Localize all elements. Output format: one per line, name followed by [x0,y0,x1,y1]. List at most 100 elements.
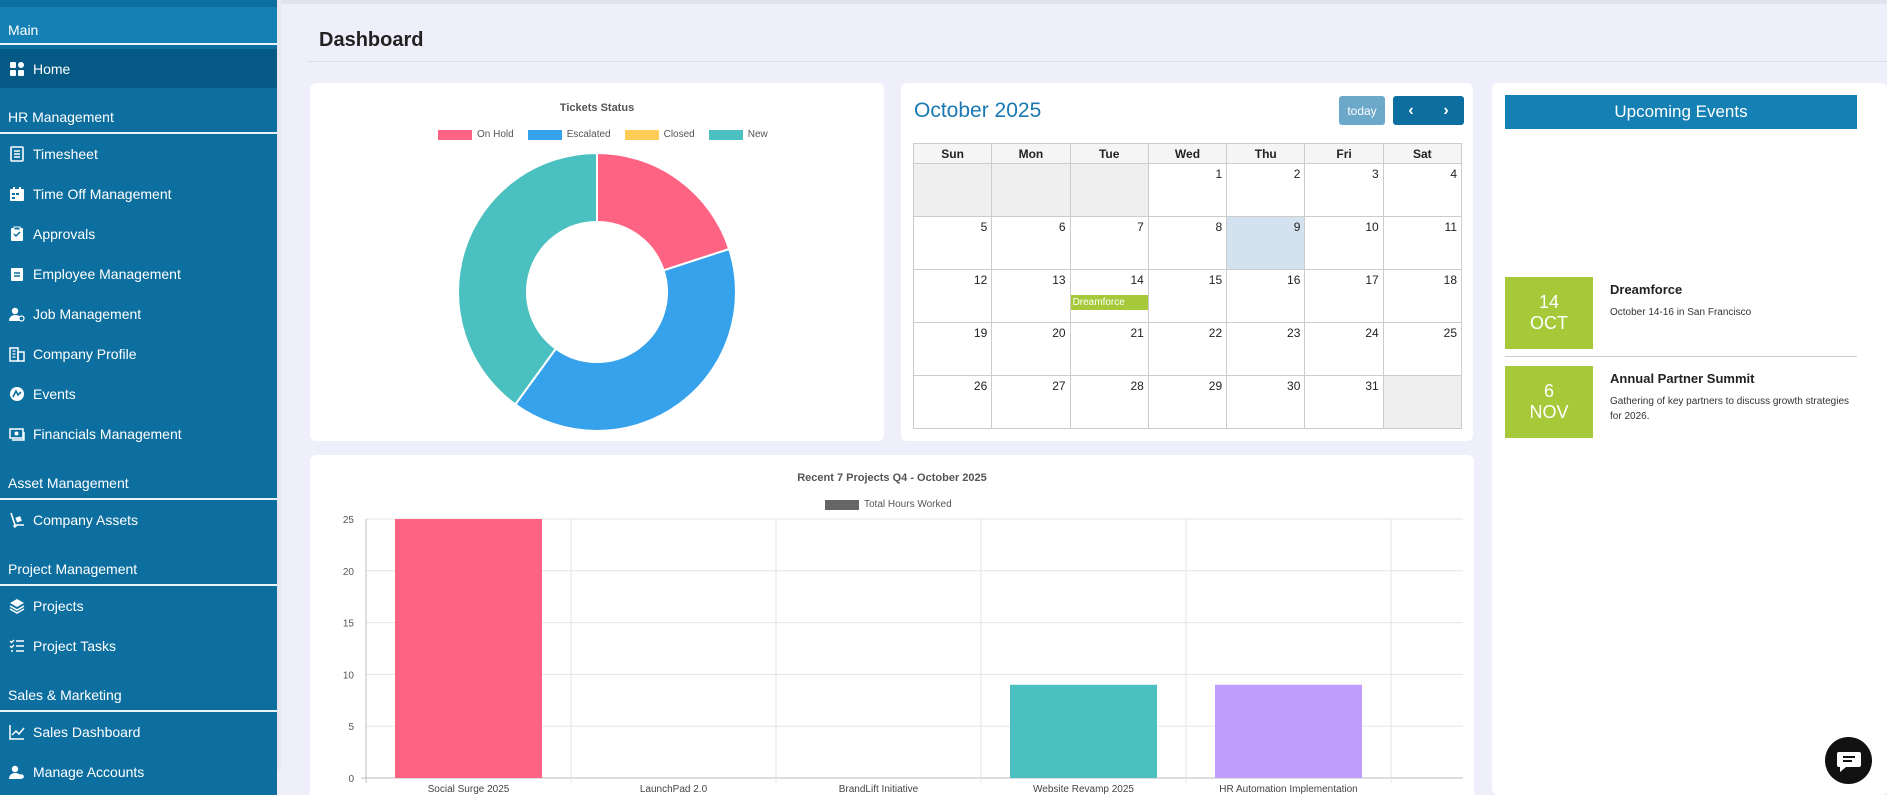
calendar-day[interactable]: 22 [1147,322,1228,376]
sidebar-scrollbar[interactable] [277,0,281,770]
calendar-day[interactable]: 25 [1382,322,1463,376]
calendar-day[interactable]: 11 [1382,216,1463,270]
bar[interactable] [395,519,542,778]
pie-slice[interactable] [513,247,737,432]
calendar-day[interactable] [1382,375,1463,429]
chat-button[interactable] [1825,737,1872,784]
dolly-icon [9,512,25,528]
chart-legend: On Hold Escalated Closed New [438,129,768,140]
calendar-day[interactable]: 31 [1304,375,1384,429]
sidebar-item-events[interactable]: Events [0,374,277,414]
sidebar-item-label: Employee Management [33,266,181,282]
calendar-day[interactable]: 20 [991,322,1071,376]
layers-icon [9,598,25,614]
bar[interactable] [1215,684,1362,778]
sidebar-item-manage-accounts[interactable]: Manage Accounts [0,752,277,792]
calendar-day[interactable]: 14 Dreamforce [1069,269,1149,323]
legend-item[interactable]: On Hold [438,129,514,140]
calendar-day[interactable]: 9 [1226,216,1306,270]
legend-item[interactable]: New [708,129,768,140]
section-asset: Asset Management [0,461,277,500]
legend-item[interactable]: Escalated [527,129,611,140]
legend-label: On Hold [477,129,514,140]
timesheet-icon [9,146,25,162]
sidebar-item-label: Financials Management [33,426,182,442]
legend-swatch [825,499,859,510]
sidebar-item-employee-management[interactable]: Employee Management [0,254,277,294]
pie-slice[interactable] [596,151,731,272]
projects-hours-card: Recent 7 Projects Q4 - October 2025 Tota… [310,455,1474,795]
event-day: 14 [1538,292,1560,312]
calendar-day[interactable]: 7 [1069,216,1149,270]
chevron-left-icon[interactable]: ‹ [1408,101,1414,119]
calendar-day[interactable]: 26 [912,375,993,429]
x-tick-label: HR Automation Implementation [1219,784,1357,795]
user-gear-icon [9,306,25,322]
event-month: OCT [1530,313,1568,333]
today-button[interactable]: today [1339,96,1385,125]
sidebar: Main Home HR Management Timesheet Time O… [0,0,281,795]
sidebar-item-sales-dashboard[interactable]: Sales Dashboard [0,712,277,752]
calendar-day[interactable]: 30 [1226,375,1306,429]
y-tick-label: 15 [343,619,355,630]
calendar-day[interactable]: 21 [1069,322,1149,376]
bar-chart: 0 5 10 15 20 25 Social Surge 2025 LaunchPad 2.0… [343,515,1463,795]
sidebar-item-company-assets[interactable]: Company Assets [0,500,277,540]
calendar-day[interactable]: 10 [1304,216,1384,270]
user-settings-icon [9,764,25,780]
calendar-day[interactable]: 12 [912,269,993,323]
y-tick-label: 10 [343,670,355,681]
calendar-day[interactable]: 5 [912,216,993,270]
sidebar-item-time-off[interactable]: Time Off Management [0,174,277,214]
bar[interactable] [1010,684,1157,778]
calendar-event[interactable]: Dreamforce [1070,295,1148,310]
calendar-day[interactable]: 15 [1147,269,1228,323]
sidebar-item-financials[interactable]: Financials Management [0,414,277,454]
x-tick-label: BrandLift Initiative [839,784,919,795]
sidebar-item-approvals[interactable]: Approvals [0,214,277,254]
chat-icon [1836,751,1861,772]
clipboard-list-icon [9,266,25,282]
weekday-header: Sun [912,143,993,164]
clipboard-icon [9,226,25,242]
calendar-day[interactable]: 17 [1304,269,1384,323]
sidebar-item-timesheet[interactable]: Timesheet [0,134,277,174]
calendar-day[interactable] [991,163,1071,217]
legend-item[interactable]: Closed [624,129,695,140]
sidebar-item-project-tasks[interactable]: Project Tasks [0,626,277,666]
legend-swatch [527,129,562,140]
calendar-icon [9,186,25,202]
sidebar-item-home[interactable]: Home [0,49,277,88]
x-tick-label: LaunchPad 2.0 [640,784,708,795]
title-divider [307,61,1887,62]
calendar-day[interactable]: 16 [1226,269,1306,323]
section-hr: HR Management [0,95,277,134]
sidebar-item-job-management[interactable]: Job Management [0,294,277,334]
calendar-day[interactable] [1069,163,1149,217]
calendar-day[interactable]: 6 [991,216,1071,270]
section-project: Project Management [0,547,277,586]
upcoming-events-card: Upcoming Events 14 OCT Dreamforce October… [1492,83,1887,795]
calendar-grid: Sun Mon Tue Wed Thu Fri Sat 1 2 3 4 5 6 7 8 9 10 11 12 13 1… [912,143,1463,429]
calendar-day[interactable]: 3 [1304,163,1384,217]
chevron-right-icon[interactable]: › [1443,101,1449,119]
calendar-day[interactable]: 29 [1147,375,1228,429]
calendar-day[interactable]: 18 [1382,269,1463,323]
calendar-day[interactable]: 24 [1304,322,1384,376]
legend-item[interactable]: Total Hours Worked [825,499,952,510]
calendar-day[interactable]: 8 [1147,216,1228,270]
calendar-day[interactable]: 13 [991,269,1071,323]
calendar-day[interactable]: 1 [1147,163,1228,217]
sidebar-item-projects[interactable]: Projects [0,586,277,626]
calendar-day[interactable]: 2 [1226,163,1306,217]
calendar-day[interactable] [912,163,993,217]
sidebar-item-company-profile[interactable]: Company Profile [0,334,277,374]
calendar-day[interactable]: 4 [1382,163,1463,217]
chart-title: Recent 7 Projects Q4 - October 2025 [797,472,987,484]
calendar-day[interactable]: 27 [991,375,1071,429]
calendar-day[interactable]: 23 [1226,322,1306,376]
pie-slice[interactable] [457,151,598,406]
calendar-day[interactable]: 19 [912,322,993,376]
calendar-day[interactable]: 28 [1069,375,1149,429]
event-desc: Gathering of key partners to discuss gro… [1610,396,1850,422]
